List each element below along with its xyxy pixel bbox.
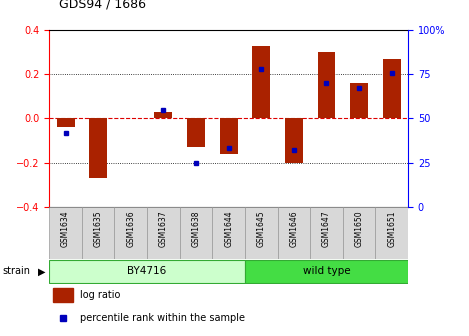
Bar	[57, 119, 75, 127]
Bar	[350, 83, 368, 119]
Bar	[180, 207, 212, 259]
Bar	[343, 207, 375, 259]
Bar	[49, 260, 245, 283]
Text: GSM1647: GSM1647	[322, 211, 331, 247]
Bar	[310, 207, 343, 259]
Text: GDS94 / 1686: GDS94 / 1686	[59, 0, 146, 10]
Bar	[147, 207, 180, 259]
Bar	[285, 119, 303, 163]
Text: GSM1644: GSM1644	[224, 211, 233, 247]
Bar	[53, 288, 73, 302]
Text: wild type: wild type	[303, 266, 350, 276]
Bar	[49, 207, 82, 259]
Bar	[89, 119, 107, 178]
Text: GSM1646: GSM1646	[289, 211, 298, 247]
Text: GSM1650: GSM1650	[355, 211, 363, 247]
Text: GSM1635: GSM1635	[94, 211, 103, 247]
Text: GSM1637: GSM1637	[159, 211, 168, 247]
Text: log ratio: log ratio	[80, 290, 120, 300]
Bar	[212, 207, 245, 259]
Text: GSM1634: GSM1634	[61, 211, 70, 247]
Text: GSM1645: GSM1645	[257, 211, 266, 247]
Bar	[383, 59, 401, 119]
Bar	[318, 52, 335, 119]
Bar	[245, 207, 278, 259]
Text: strain: strain	[2, 266, 30, 276]
Text: GSM1638: GSM1638	[191, 211, 201, 247]
Text: GSM1636: GSM1636	[126, 211, 135, 247]
Bar	[252, 46, 270, 119]
Bar	[245, 260, 408, 283]
Text: GSM1651: GSM1651	[387, 211, 396, 247]
Text: percentile rank within the sample: percentile rank within the sample	[80, 313, 245, 323]
Bar	[82, 207, 114, 259]
Text: BY4716: BY4716	[128, 266, 166, 276]
Bar	[375, 207, 408, 259]
Bar	[219, 119, 238, 154]
Text: ▶: ▶	[38, 266, 45, 276]
Bar	[187, 119, 205, 147]
Bar	[154, 112, 173, 119]
Bar	[114, 207, 147, 259]
Bar	[278, 207, 310, 259]
